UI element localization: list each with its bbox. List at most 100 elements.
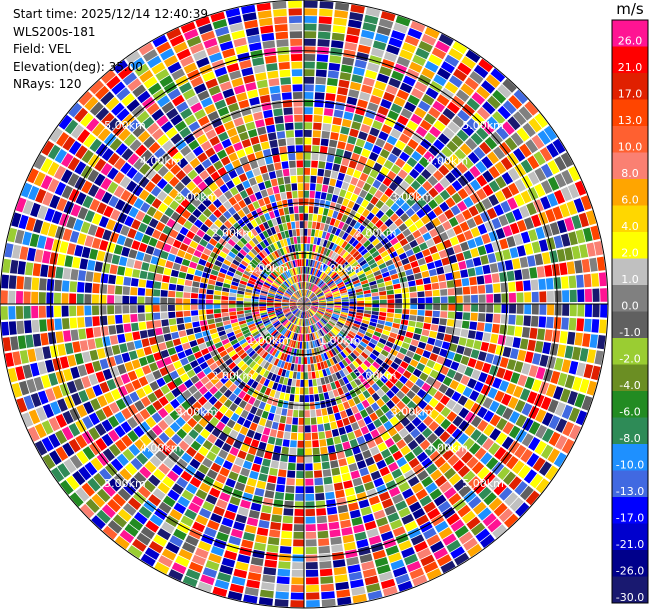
velocity-cell <box>241 341 249 349</box>
velocity-cell <box>200 348 210 356</box>
velocity-cell <box>252 363 260 371</box>
velocity-cell <box>392 278 400 285</box>
velocity-cell <box>246 412 255 422</box>
velocity-cell <box>541 428 554 443</box>
velocity-cell <box>315 222 321 230</box>
velocity-cell <box>519 338 529 350</box>
velocity-cell <box>445 172 457 184</box>
velocity-cell <box>150 186 162 197</box>
velocity-cell <box>412 508 426 520</box>
velocity-cell <box>552 330 561 343</box>
velocity-cell <box>436 266 445 275</box>
velocity-cell <box>241 215 250 225</box>
velocity-cell <box>298 299 304 304</box>
velocity-cell <box>56 197 68 212</box>
velocity-cell <box>318 330 323 338</box>
velocity-cell <box>305 274 307 282</box>
velocity-cell <box>100 91 115 106</box>
velocity-cell <box>395 158 406 168</box>
velocity-cell <box>463 196 474 208</box>
velocity-cell <box>549 250 559 263</box>
velocity-cell <box>506 325 515 336</box>
velocity-cell <box>332 163 341 172</box>
velocity-cell <box>122 395 133 407</box>
velocity-cell <box>7 367 18 383</box>
velocity-cell <box>332 475 342 484</box>
velocity-cell <box>190 440 202 451</box>
velocity-cell <box>256 79 268 89</box>
velocity-cell <box>370 288 379 293</box>
velocity-cell <box>279 326 285 333</box>
velocity-cell <box>152 305 160 312</box>
velocity-cell <box>347 184 356 193</box>
velocity-cell <box>215 177 225 188</box>
velocity-cell <box>372 300 380 304</box>
velocity-cell <box>583 273 592 288</box>
velocity-cell <box>223 389 233 398</box>
velocity-cell <box>282 328 288 336</box>
velocity-cell <box>236 297 244 301</box>
velocity-cell <box>300 379 304 387</box>
velocity-cell <box>447 311 455 319</box>
velocity-cell <box>134 400 145 412</box>
velocity-cell <box>545 277 554 290</box>
velocity-cell <box>257 278 265 284</box>
velocity-cell <box>274 225 280 233</box>
velocity-cell <box>349 12 364 22</box>
velocity-cell <box>463 437 475 450</box>
velocity-cell <box>248 350 256 358</box>
velocity-cell <box>261 331 269 337</box>
velocity-cell <box>255 534 268 544</box>
velocity-cell <box>353 212 361 221</box>
velocity-cell <box>457 188 469 200</box>
velocity-cell <box>452 271 461 280</box>
velocity-cell <box>499 324 508 335</box>
velocity-cell <box>521 433 534 447</box>
velocity-cell <box>151 108 165 121</box>
velocity-cell <box>461 56 476 70</box>
velocity-cell <box>468 496 482 509</box>
velocity-cell <box>180 145 192 157</box>
velocity-cell <box>506 270 515 282</box>
velocity-cell <box>84 316 93 327</box>
velocity-cell <box>89 101 104 116</box>
velocity-cell <box>117 66 133 80</box>
velocity-cell <box>358 328 366 335</box>
velocity-cell <box>270 244 276 252</box>
velocity-cell <box>389 268 397 276</box>
velocity-cell <box>158 342 167 351</box>
velocity-cell <box>269 289 277 294</box>
velocity-cell <box>493 293 501 303</box>
velocity-cell <box>27 426 40 442</box>
velocity-cell <box>257 10 272 19</box>
velocity-cell <box>357 366 365 374</box>
velocity-cell <box>151 198 162 209</box>
velocity-cell <box>211 92 224 103</box>
velocity-cell <box>46 292 54 304</box>
velocity-cell <box>206 469 218 480</box>
velocity-cell <box>193 50 207 61</box>
velocity-cell <box>310 267 314 275</box>
velocity-cell <box>196 57 210 68</box>
velocity-cell <box>443 358 453 368</box>
velocity-cell <box>312 285 317 292</box>
velocity-cell <box>113 171 125 184</box>
velocity-cell <box>439 431 451 443</box>
velocity-cell <box>319 301 326 304</box>
velocity-cell <box>281 446 289 455</box>
velocity-cell <box>363 313 371 318</box>
velocity-cell <box>495 345 504 356</box>
velocity-cell <box>430 324 439 332</box>
velocity-cell <box>252 495 263 504</box>
velocity-cell <box>316 508 327 516</box>
velocity-cell <box>586 349 596 364</box>
velocity-cell <box>121 434 133 447</box>
velocity-cell <box>379 148 390 159</box>
velocity-cell <box>203 335 212 342</box>
velocity-cell <box>103 133 117 147</box>
velocity-cell <box>480 534 495 548</box>
velocity-cell <box>574 332 583 346</box>
velocity-cell <box>134 340 143 349</box>
velocity-cell <box>310 183 316 191</box>
velocity-cell <box>273 8 287 17</box>
